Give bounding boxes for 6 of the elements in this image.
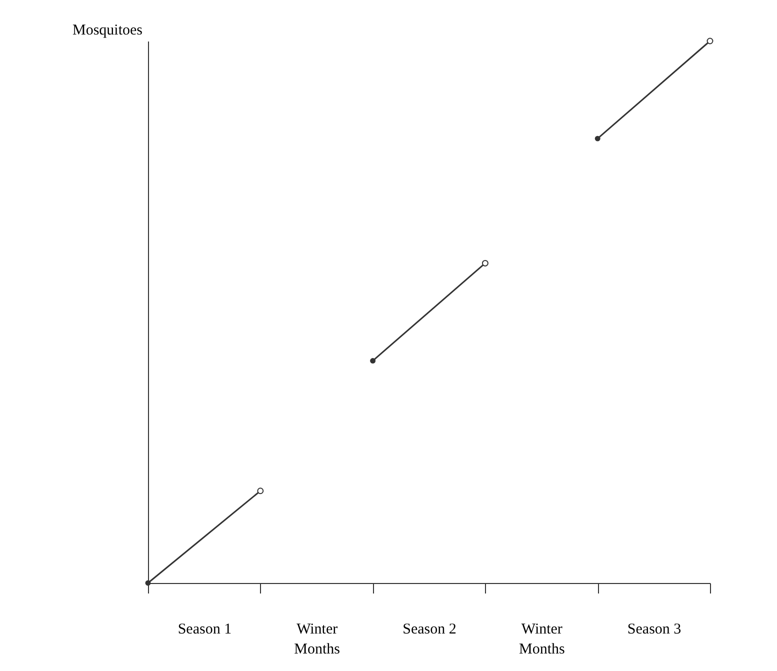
x-tick-label: Season 3 — [627, 622, 682, 638]
x-tick-label: Season 1 — [178, 622, 232, 638]
x-tick-label: Winter Months — [294, 622, 340, 658]
x-tick-label: Season 2 — [402, 622, 456, 638]
y-axis-title: Mosquitoes — [72, 22, 143, 38]
x-tick-label: Winter Months — [518, 622, 565, 658]
